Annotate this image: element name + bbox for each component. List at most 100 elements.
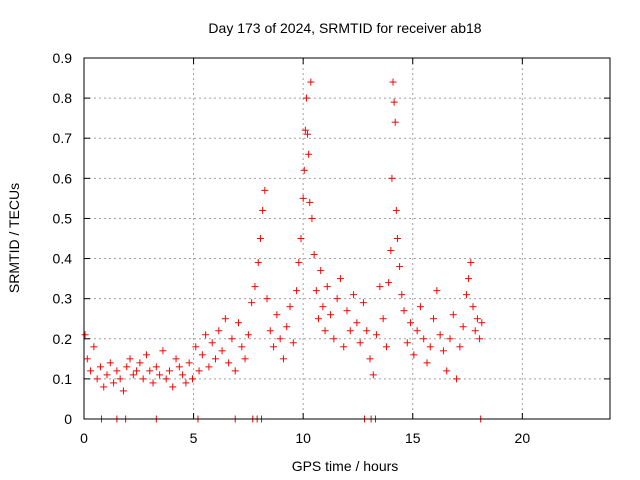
data-point (215, 327, 223, 335)
data-point (317, 267, 325, 275)
data-point (270, 343, 278, 351)
data-point (156, 371, 164, 379)
data-point (301, 126, 309, 134)
data-point (356, 339, 364, 347)
data-point (382, 343, 390, 351)
data-point (188, 375, 196, 383)
y-tick-label: 0.3 (53, 291, 73, 307)
data-point (228, 335, 236, 343)
tick-labels: 0 0.1 0.2 0.3 0.4 0.5 0.6 0.7 0.8 0.9 0 5 10 15 20 (53, 50, 531, 446)
data-point (327, 311, 335, 319)
data-point (369, 371, 377, 379)
data-point (300, 166, 308, 174)
data-point (336, 275, 344, 283)
data-point (192, 343, 200, 351)
data-point (385, 279, 393, 287)
data-point (202, 331, 210, 339)
data-point (312, 287, 320, 295)
data-point (330, 335, 338, 343)
data-point (116, 375, 124, 383)
data-point (119, 387, 127, 395)
data-point (430, 315, 438, 323)
data-point (350, 291, 358, 299)
data-point (83, 355, 91, 363)
y-axis-label: SRMTID / TECUs (6, 183, 22, 293)
data-point (393, 235, 401, 242)
data-point (254, 259, 262, 267)
data-point (390, 98, 398, 106)
data-point (149, 379, 157, 387)
data-point (478, 319, 486, 327)
y-tick-label: 0.7 (53, 130, 73, 146)
x-tick-label: 20 (515, 430, 531, 446)
y-tick-label: 0 (64, 411, 72, 427)
data-point (321, 327, 329, 335)
data-point (136, 359, 144, 367)
data-point (165, 367, 173, 375)
data-point (279, 355, 287, 363)
data-point (389, 78, 397, 86)
data-point (235, 319, 243, 327)
data-point (469, 303, 477, 311)
data-point (392, 206, 400, 214)
data-point (221, 315, 229, 323)
data-point (293, 287, 301, 295)
data-point (307, 78, 315, 86)
axis-ticks (83, 57, 610, 420)
data-point (436, 331, 444, 339)
data-point (231, 367, 239, 375)
data-point (306, 198, 314, 206)
data-point (276, 335, 284, 343)
data-point (169, 383, 177, 391)
data-point (90, 343, 98, 351)
data-point (476, 335, 484, 343)
data-point (340, 343, 348, 351)
data-point (363, 327, 371, 335)
data-point (413, 327, 421, 335)
data-point (182, 379, 190, 387)
data-point (295, 259, 303, 267)
data-point (310, 251, 318, 259)
data-point (106, 359, 114, 367)
data-point (453, 375, 461, 383)
data-point (146, 367, 154, 375)
data-point (179, 371, 187, 379)
data-point (456, 343, 464, 351)
data-point (283, 323, 291, 331)
data-point (103, 371, 111, 379)
data-point (439, 347, 447, 355)
y-tick-label: 0.6 (53, 170, 73, 186)
data-point (400, 307, 408, 315)
data-point (346, 327, 354, 335)
x-tick-label: 5 (190, 430, 198, 446)
data-point (471, 327, 479, 335)
data-point (205, 363, 213, 371)
data-point (133, 367, 141, 375)
data-point (304, 130, 312, 138)
data-point (398, 291, 406, 299)
data-point (410, 351, 418, 359)
data-point (175, 363, 183, 371)
data-point (238, 343, 246, 351)
data-point (93, 375, 101, 383)
data-point (353, 319, 361, 327)
data-point (387, 247, 395, 255)
data-point (305, 150, 313, 158)
data-point (467, 259, 475, 267)
data-point (449, 311, 457, 319)
data-point (366, 355, 374, 363)
data-point (142, 351, 150, 359)
data-point (302, 94, 310, 102)
data-point (81, 331, 89, 339)
data-point (273, 311, 281, 319)
y-tick-label: 0.9 (53, 50, 73, 66)
data-point (263, 295, 271, 303)
x-tick-label: 15 (405, 430, 421, 446)
data-point (129, 371, 137, 379)
data-point (388, 174, 396, 182)
data-point (266, 327, 274, 335)
data-point (225, 359, 233, 367)
data-point (465, 275, 473, 283)
data-point (261, 186, 269, 194)
data-point (373, 331, 381, 339)
